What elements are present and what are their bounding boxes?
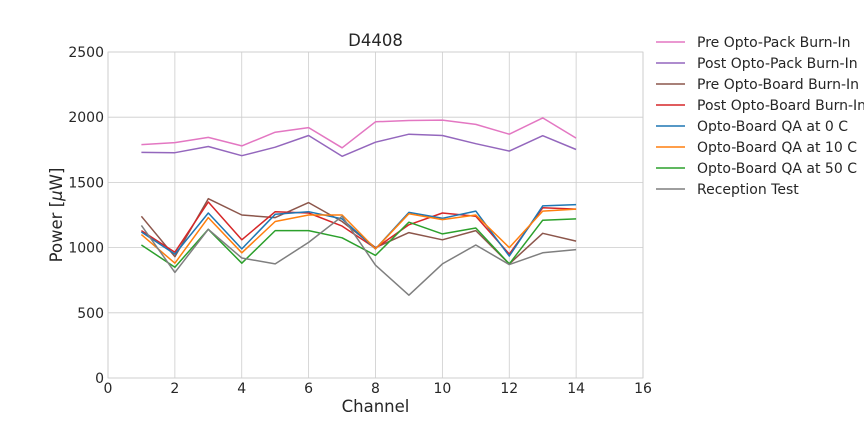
- y-tick-label: 1500: [68, 175, 104, 191]
- x-tick-label: 4: [237, 381, 246, 397]
- legend-label: Opto-Board QA at 10 C: [697, 140, 857, 156]
- series-lines: [140, 117, 577, 296]
- legend-label: Pre Opto-Pack Burn-In: [697, 35, 851, 51]
- y-axis-title-mu: μ: [47, 190, 66, 202]
- series-line-8: [140, 215, 577, 296]
- legend-label: Pre Opto-Board Burn-In: [697, 77, 859, 93]
- y-tick-label: 2500: [68, 45, 104, 61]
- y-tick-label: 500: [77, 306, 104, 322]
- x-tick-label: 6: [304, 381, 313, 397]
- y-tick-label: 2000: [68, 110, 104, 126]
- legend-label: Post Opto-Board Burn-In: [697, 98, 864, 114]
- y-tick-label: 0: [95, 371, 104, 387]
- y-tick-label: 1000: [68, 241, 104, 257]
- x-tick-label: 10: [433, 381, 451, 397]
- series-line-1: [141, 117, 577, 149]
- legend-label: Post Opto-Pack Burn-In: [697, 56, 858, 72]
- y-axis-title: Power [μW]: [47, 168, 66, 263]
- y-axis-title-prefix: Power [: [47, 201, 66, 263]
- legend-label: Opto-Board QA at 50 C: [697, 161, 857, 177]
- chart-title: D4408: [348, 31, 403, 50]
- series-line-2: [141, 133, 577, 158]
- x-tick-label: 0: [104, 381, 113, 397]
- x-tick-label: 16: [634, 381, 652, 397]
- x-axis-title: Channel: [342, 397, 410, 416]
- legend: Pre Opto-Pack Burn-In Post Opto-Pack Burn…: [656, 35, 864, 198]
- x-tick-label: 2: [170, 381, 179, 397]
- x-tick-label: 14: [567, 381, 585, 397]
- legend-label: Reception Test: [697, 182, 799, 198]
- y-axis-title-suffix: W]: [47, 168, 66, 191]
- axes: 0 2 4 6 8 10 12 14 16 0 500 1000 1500 2000 2500: [68, 45, 652, 397]
- legend-label: Opto-Board QA at 0 C: [697, 119, 848, 135]
- series-line-6: [140, 208, 577, 264]
- plot-frame: [107, 51, 644, 379]
- x-tick-label: 12: [500, 381, 518, 397]
- series-line-5: [140, 203, 577, 257]
- x-tick-label: 8: [371, 381, 380, 397]
